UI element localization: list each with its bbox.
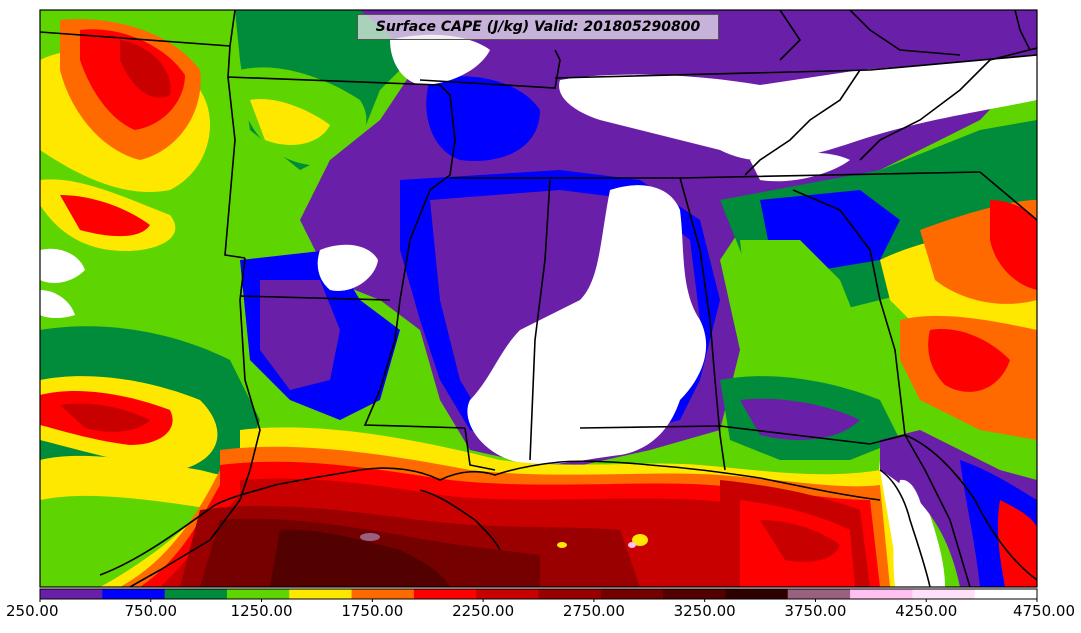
colorbar-bin [912, 589, 976, 599]
colorbar-bin [226, 589, 290, 599]
colorbar-bin [600, 589, 664, 599]
colorbar-bin [476, 589, 539, 599]
colorbar-tick-label: 2750.00 [562, 602, 625, 620]
colorbar-tick-label: 4750.00 [1012, 602, 1075, 620]
colorbar-bin [725, 589, 789, 599]
state-boundaries [40, 10, 1037, 587]
colorbar-bin [164, 589, 228, 599]
map-frame [39, 9, 1038, 588]
colorbar-frame [39, 588, 1038, 600]
colorbar [39, 589, 1038, 602]
colorbar-tick-label: 3750.00 [784, 602, 847, 620]
colorbar-tick-label: 750.00 [124, 602, 178, 620]
colorbar-bin [351, 589, 415, 599]
colorbar-bin [663, 589, 726, 599]
colorbar-bin [974, 589, 1038, 599]
colorbar-bin [102, 589, 166, 599]
colorbar-tick-label: 1750.00 [341, 602, 404, 620]
colorbar-tick-label: 250.00 [6, 602, 59, 620]
colorbar-bin [538, 589, 602, 599]
map-title-text: Surface CAPE (J/kg) Valid: 201805290800 [375, 19, 701, 35]
colorbar-bin [40, 589, 103, 599]
colorbar-bin [850, 589, 913, 599]
colorbar-tick-label: 4250.00 [895, 602, 958, 620]
colorbar-tick-label: 2250.00 [452, 602, 515, 620]
colorbar-tick-label: 1250.00 [230, 602, 293, 620]
map-title: Surface CAPE (J/kg) Valid: 201805290800 [357, 14, 719, 40]
colorbar-tick-label: 3250.00 [673, 602, 736, 620]
colorbar-bin [413, 589, 477, 599]
colorbar-bin [289, 589, 353, 599]
cape-field [40, 10, 1037, 587]
colorbar-bin [787, 589, 851, 599]
